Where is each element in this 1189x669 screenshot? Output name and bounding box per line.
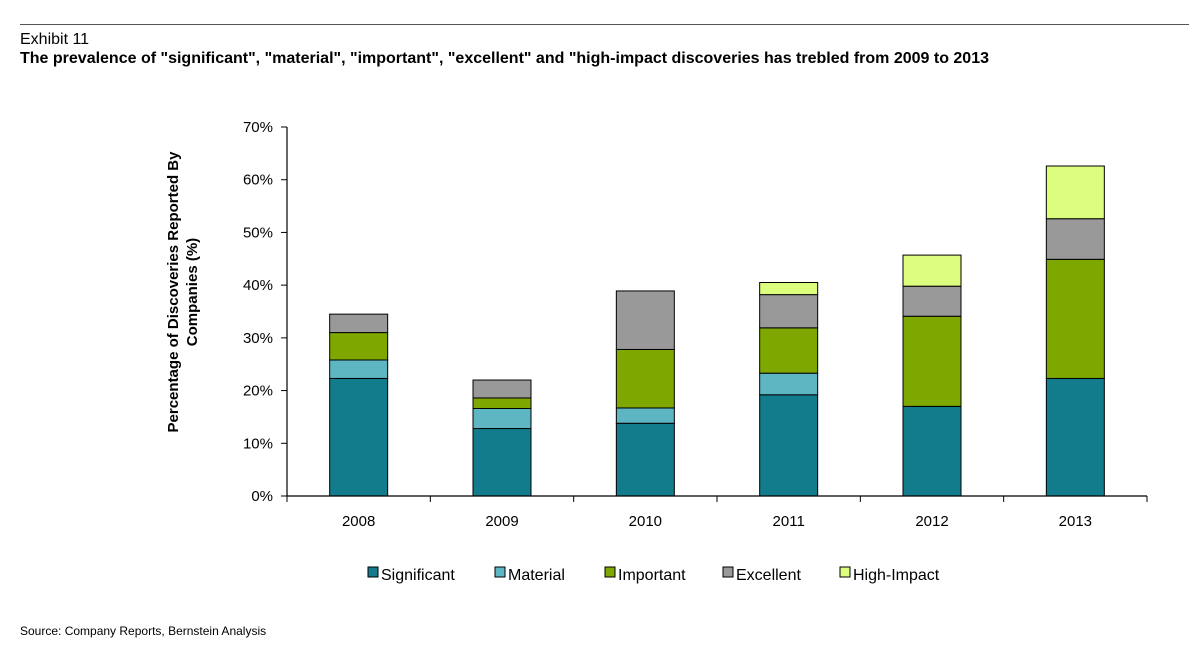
bar-excellent-2009 [472,379,532,399]
legend-label: High-Impact [853,567,940,584]
bar-significant-2012 [902,405,962,497]
bar-high-impact-2013 [1045,165,1105,220]
bar-significant-2009 [472,428,532,497]
legend: Significant Material Important Excellent Hig… [367,566,940,584]
y-tick-label: 70% [243,119,273,136]
bar-important-2009 [472,397,532,409]
axes [286,127,1147,497]
x-tick-label: 2011 [773,513,805,530]
bar-significant-2011 [759,394,819,497]
bar-important-2013 [1045,258,1105,379]
y-tick-label: 50% [243,224,273,241]
x-axis-labels: 2008 2009 2010 2011 2012 2013 [286,496,1148,530]
y-tick-label: 20% [243,383,273,400]
y-axis-ticks: 0% 10% 20% 30% 40% 50% 60% 70% [243,119,287,505]
bar-significant-2008 [329,377,389,497]
legend-label: Material [508,567,565,584]
source-note: Source: Company Reports, Bernstein Analy… [20,624,267,638]
exhibit-label: Exhibit 11 [20,31,90,48]
y-axis-title-line: Percentage of Discoveries Reported By [165,151,182,433]
chart-title: The prevalence of "significant", "materi… [20,50,989,67]
bar-material-2010 [615,407,675,424]
legend-label: Excellent [736,567,801,584]
y-axis-title: Percentage of Discoveries Reported By Com… [165,151,201,433]
x-tick-label: 2012 [915,513,948,530]
legend-swatch-material [494,566,506,578]
bar-high-impact-2011 [759,282,819,296]
bar-important-2012 [902,315,962,407]
legend-swatch-high-impact [839,566,851,578]
legend-label: Significant [381,567,455,584]
bar-important-2008 [329,332,389,361]
bar-excellent-2013 [1045,218,1105,260]
top-rule [20,24,1189,25]
x-tick-label: 2009 [485,513,518,530]
x-tick-label: 2008 [342,513,375,530]
x-tick-label: 2010 [629,513,662,530]
bar-important-2010 [615,348,675,409]
legend-swatch-excellent [722,566,734,578]
bar-excellent-2008 [329,313,389,334]
bar-excellent-2011 [759,294,819,329]
bar-excellent-2012 [902,285,962,317]
y-tick-label: 0% [251,488,273,505]
bar-material-2008 [329,359,389,379]
bar-significant-2010 [615,422,675,497]
bar-high-impact-2012 [902,254,962,287]
x-tick-label: 2013 [1059,513,1092,530]
y-tick-label: 60% [243,172,273,189]
y-tick-label: 30% [243,330,273,347]
y-tick-label: 10% [243,435,273,452]
legend-swatch-significant [367,566,379,578]
bar-material-2009 [472,407,532,430]
bar-significant-2013 [1045,377,1105,497]
legend-label: Important [618,567,686,584]
bar-excellent-2010 [615,290,675,350]
bar-material-2011 [759,372,819,396]
legend-swatch-important [604,566,616,578]
y-axis-title-line: Companies (%) [184,238,201,346]
bar-important-2011 [759,327,819,374]
bars [329,165,1105,497]
y-tick-label: 40% [243,277,273,294]
